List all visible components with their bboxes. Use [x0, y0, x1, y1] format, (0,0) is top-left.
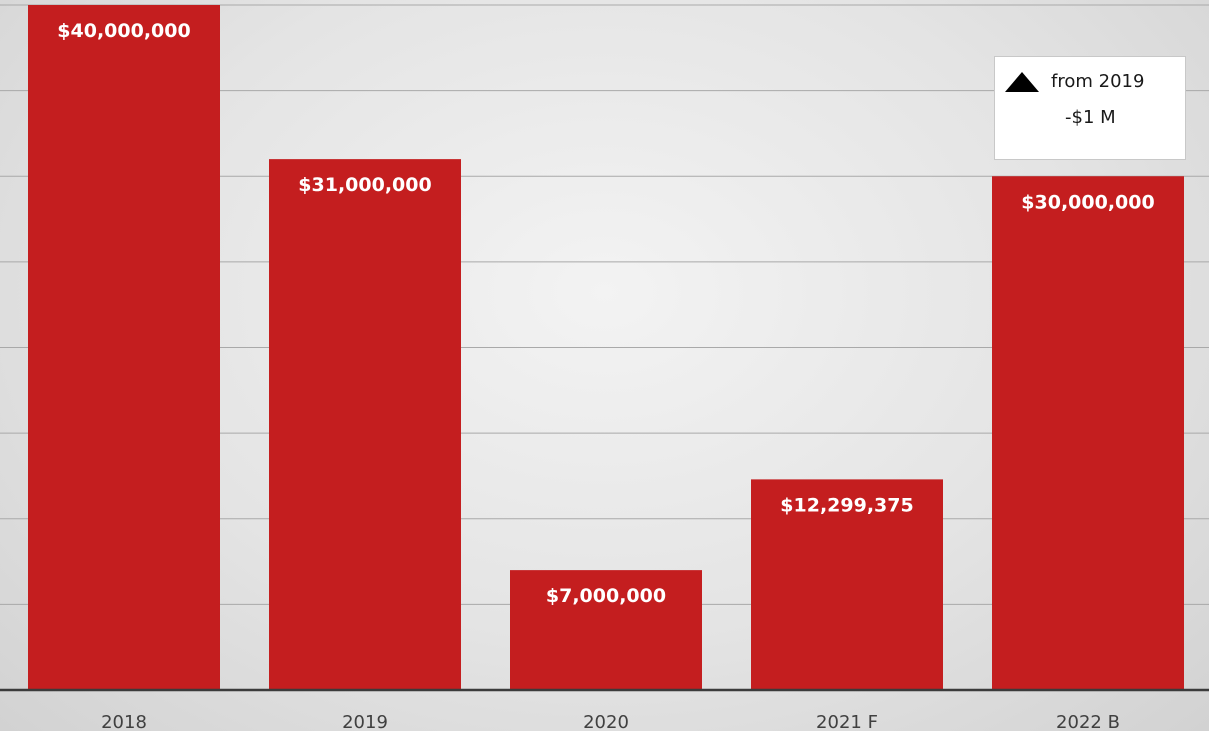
- bar-2021-f: [751, 479, 943, 690]
- bar-2019: [269, 159, 461, 690]
- triangle-up-icon: [1005, 71, 1039, 92]
- data-labels: $40,000,000 $31,000,000 $7,000,000 $12,299,…: [57, 20, 1154, 607]
- data-label: $40,000,000: [57, 20, 190, 42]
- x-tick-label: 2019: [342, 712, 388, 731]
- x-tick-label: 2018: [101, 712, 147, 731]
- data-label: $12,299,375: [780, 494, 913, 516]
- bars: [28, 5, 1184, 690]
- data-label: $30,000,000: [1021, 191, 1154, 213]
- data-label: $7,000,000: [546, 585, 666, 607]
- annotation-text-line1: from 2019: [1051, 71, 1145, 92]
- x-tick-label: 2021 F: [816, 712, 878, 731]
- x-tick-label: 2022 B: [1056, 712, 1120, 731]
- annotation-text-line2: -$1 M: [1065, 107, 1116, 128]
- x-tick-labels: 2018 2019 2020 2021 F 2022 B: [101, 712, 1120, 731]
- bar-2022-b: [992, 176, 1184, 690]
- x-tick-label: 2020: [583, 712, 629, 731]
- annotation-box: from 2019 -$1 M: [994, 56, 1186, 160]
- bar-2020: [510, 570, 702, 690]
- data-label: $31,000,000: [298, 174, 431, 196]
- bar-2018: [28, 5, 220, 690]
